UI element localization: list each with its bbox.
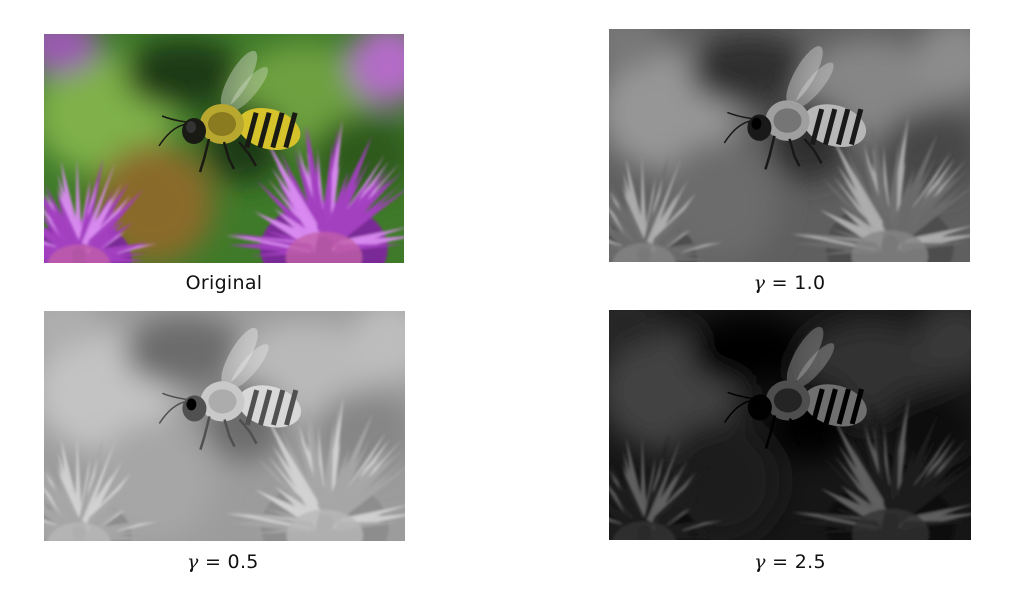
bee-on-flower-photo-gray-gamma-1 bbox=[609, 29, 970, 262]
gamma-symbol: γ bbox=[187, 551, 199, 573]
original-image bbox=[44, 34, 404, 263]
gamma-2-5-image bbox=[609, 310, 971, 540]
gamma-symbol: γ bbox=[754, 551, 766, 573]
caption-original: Original bbox=[44, 272, 404, 294]
caption-gamma-0-5: γ = 0.5 bbox=[44, 551, 405, 573]
bee-on-flower-photo-gray-gamma-0-5 bbox=[44, 311, 405, 541]
bee-on-flower-photo-gray-gamma-2-5 bbox=[609, 310, 971, 540]
gamma-1-0-image bbox=[609, 29, 970, 262]
bee-on-flower-photo-color bbox=[44, 34, 404, 263]
caption-original-text: Original bbox=[185, 272, 263, 294]
gamma-value: = 1.0 bbox=[771, 272, 826, 294]
caption-gamma-2-5: γ = 2.5 bbox=[609, 551, 971, 573]
gamma-value: = 2.5 bbox=[772, 551, 826, 573]
caption-gamma-1-0: γ = 1.0 bbox=[609, 272, 970, 294]
gamma-value: = 0.5 bbox=[205, 551, 259, 573]
gamma-symbol: γ bbox=[753, 272, 766, 294]
gamma-0-5-image bbox=[44, 311, 405, 541]
